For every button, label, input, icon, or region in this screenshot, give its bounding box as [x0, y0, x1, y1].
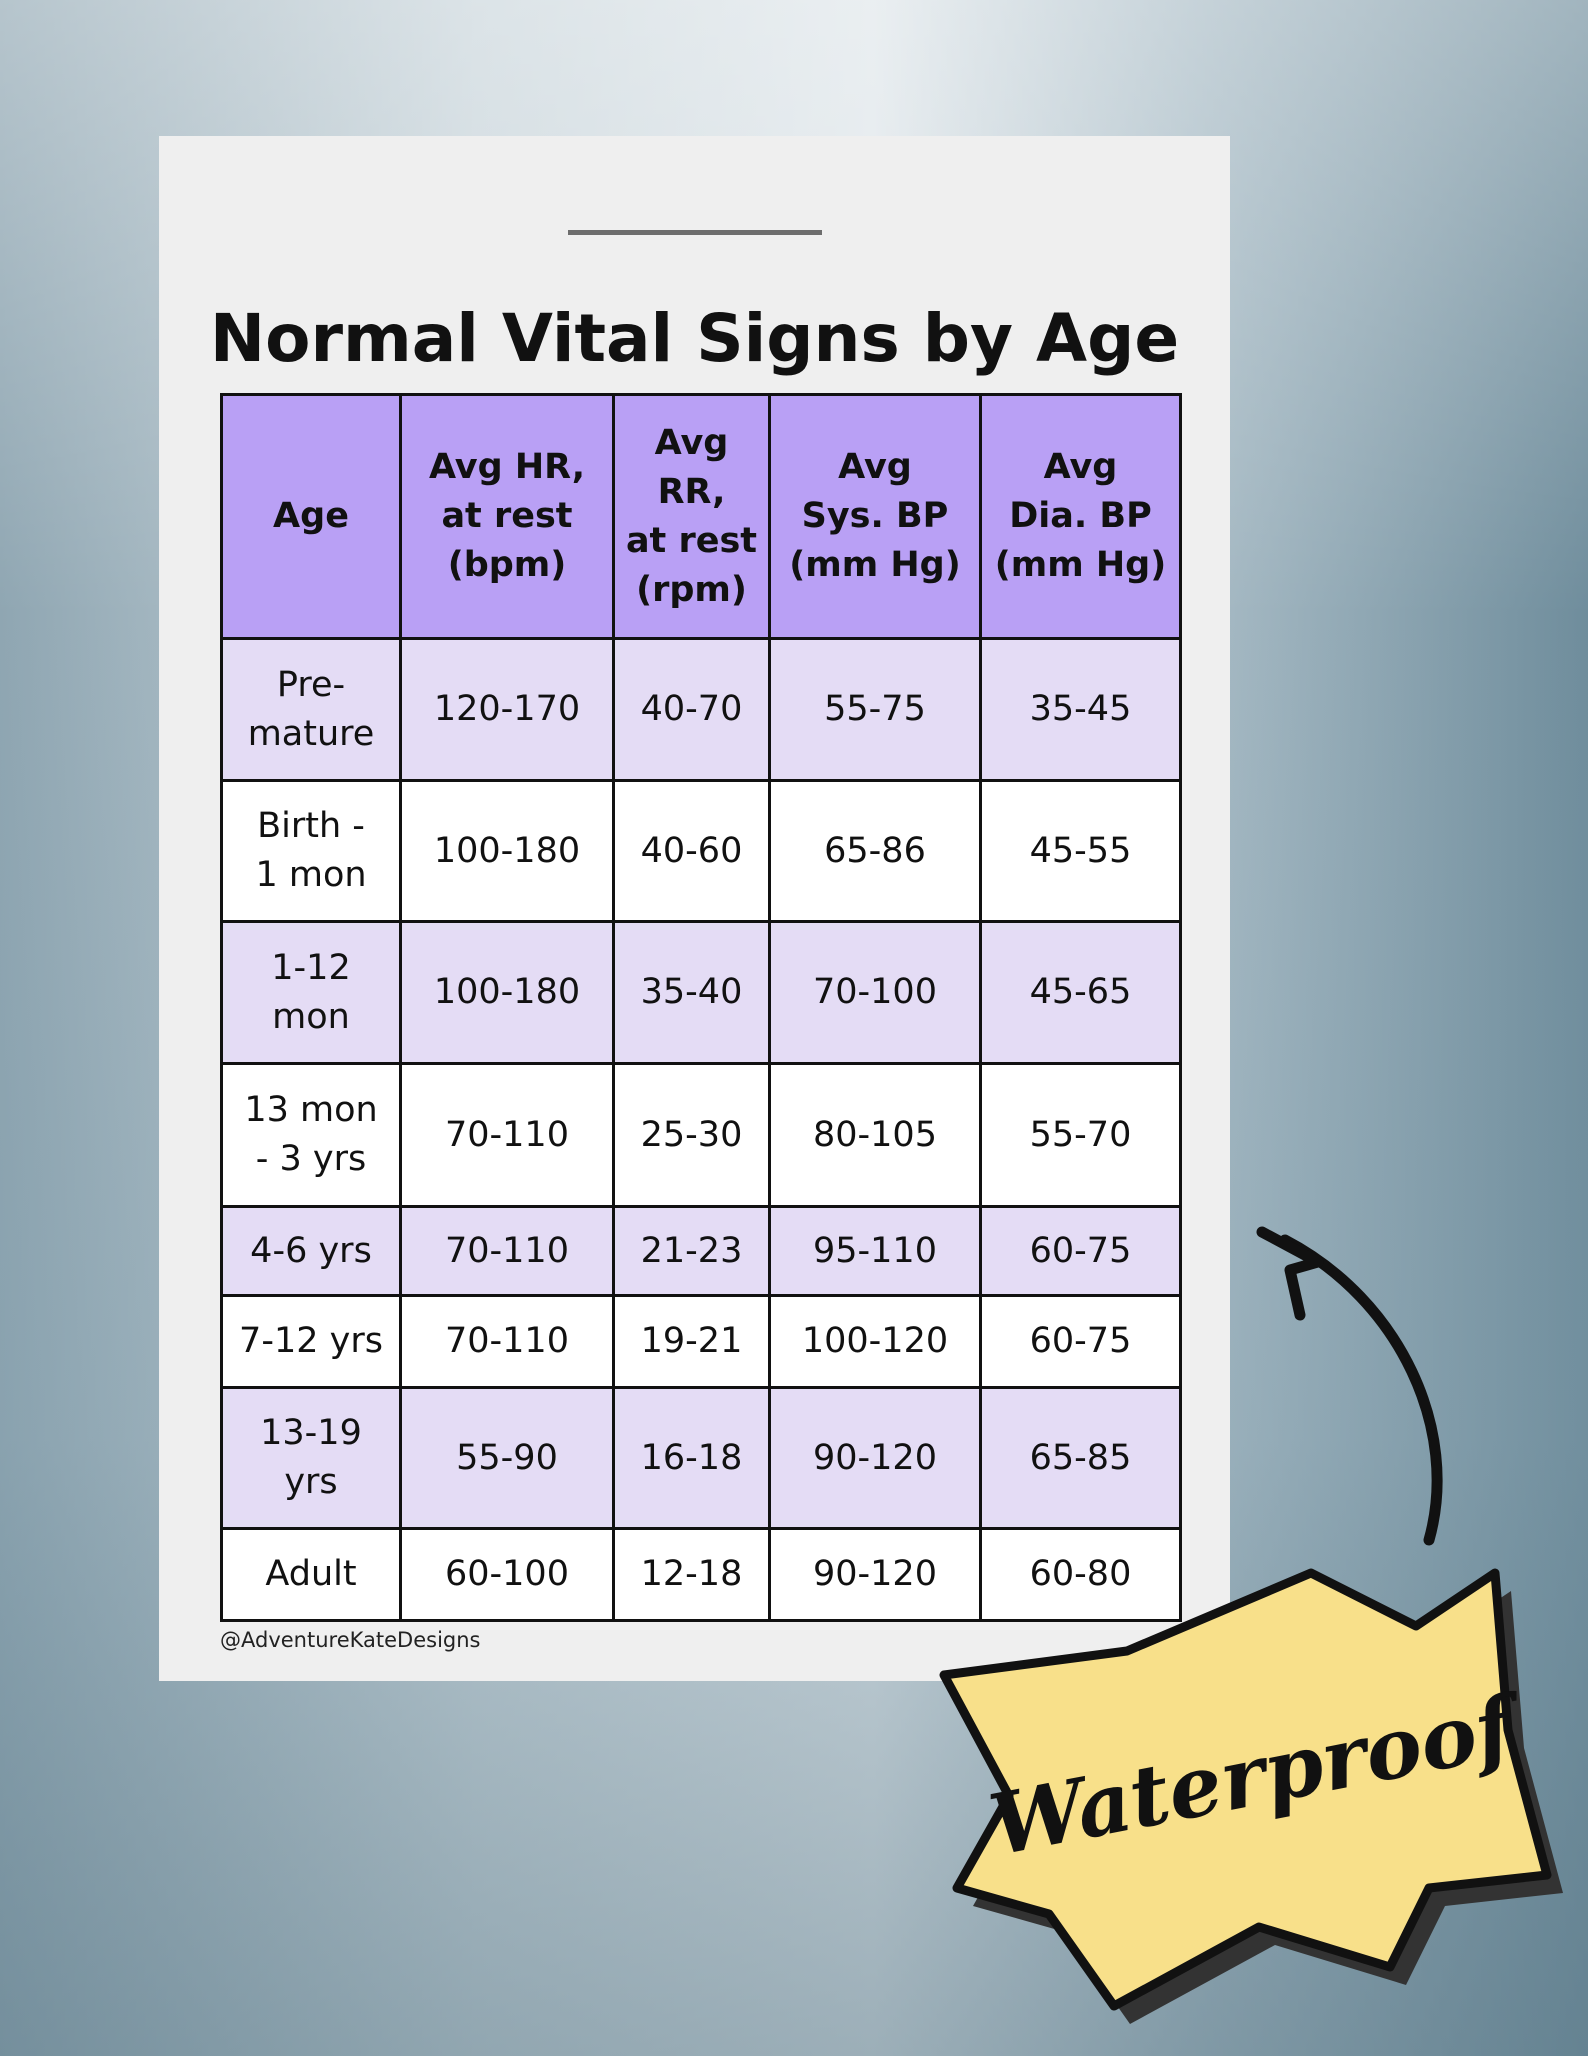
- table-cell: 120-170: [399, 637, 615, 782]
- table-row: 1-12 mon 100-180 35-40 70-100 45-65: [220, 920, 1182, 1065]
- table-cell: 60-100: [399, 1527, 615, 1622]
- table-cell: 12-18: [612, 1527, 771, 1622]
- table-cell: 40-70: [612, 637, 771, 782]
- divider: [568, 230, 822, 235]
- table-row: 4-6 yrs 70-110 21-23 95-110 60-75: [220, 1205, 1182, 1297]
- table-cell: 100-120: [768, 1294, 982, 1389]
- table-cell: 80-105: [768, 1062, 982, 1208]
- table-cell: 60-80: [979, 1527, 1182, 1622]
- table-cell: 90-120: [768, 1386, 982, 1530]
- column-header: Avg RR, at rest (rpm): [612, 393, 771, 640]
- column-header: Avg Sys. BP (mm Hg): [768, 393, 982, 640]
- title: Normal Vital Signs by Age: [209, 300, 1180, 377]
- table-cell: Birth - 1 mon: [220, 779, 402, 923]
- table-cell: 70-100: [768, 920, 982, 1065]
- table-cell: 60-75: [979, 1294, 1182, 1389]
- column-header: Avg Dia. BP (mm Hg): [979, 393, 1182, 640]
- table-cell: 55-90: [399, 1386, 615, 1530]
- table-row: Birth - 1 mon 100-180 40-60 65-86 45-55: [220, 779, 1182, 923]
- table-cell: 7-12 yrs: [220, 1294, 402, 1389]
- table-row: Adult 60-100 12-18 90-120 60-80: [220, 1527, 1182, 1622]
- credit: @AdventureKateDesigns: [220, 1628, 481, 1652]
- arrow: [1279, 1234, 1443, 1546]
- table-cell: 25-30: [612, 1062, 771, 1208]
- table-cell: 65-86: [768, 779, 982, 923]
- table-cell: 16-18: [612, 1386, 771, 1530]
- table-row: 7-12 yrs 70-110 19-21 100-120 60-75: [220, 1294, 1182, 1389]
- table-cell: 19-21: [612, 1294, 771, 1389]
- arrow-head: [1256, 1226, 1324, 1321]
- table-cell: 1-12 mon: [220, 920, 402, 1065]
- table-cell: 40-60: [612, 779, 771, 923]
- table-cell: 35-45: [979, 637, 1182, 782]
- table-cell: Pre- mature: [220, 637, 402, 782]
- table-cell: 100-180: [399, 779, 615, 923]
- table-cell: Adult: [220, 1527, 402, 1622]
- table-cell: 70-110: [399, 1205, 615, 1297]
- table-cell: 35-40: [612, 920, 771, 1065]
- table-cell: 90-120: [768, 1527, 982, 1622]
- badge: [939, 1568, 1552, 2011]
- table-cell: 55-70: [979, 1062, 1182, 1208]
- table-cell: 100-180: [399, 920, 615, 1065]
- table-cell: 13-19 yrs: [220, 1386, 402, 1530]
- table-cell: 13 mon - 3 yrs: [220, 1062, 402, 1208]
- table-cell: 70-110: [399, 1294, 615, 1389]
- table-row: Pre- mature 120-170 40-70 55-75 35-45: [220, 637, 1182, 782]
- table-cell: 45-65: [979, 920, 1182, 1065]
- vitals-table: Age Avg HR, at rest (bpm) Avg RR, at rest …: [220, 393, 1182, 1622]
- table-cell: 55-75: [768, 637, 982, 782]
- column-header: Avg HR, at rest (bpm): [399, 393, 615, 640]
- table-row: 13 mon - 3 yrs 70-110 25-30 80-105 55-70: [220, 1062, 1182, 1208]
- header-row: Age Avg HR, at rest (bpm) Avg RR, at rest …: [220, 393, 1182, 640]
- table-cell: 70-110: [399, 1062, 615, 1208]
- table-cell: 95-110: [768, 1205, 982, 1297]
- table-cell: 21-23: [612, 1205, 771, 1297]
- table-cell: 4-6 yrs: [220, 1205, 402, 1297]
- column-header: Age: [220, 393, 402, 640]
- table-cell: 45-55: [979, 779, 1182, 923]
- table-cell: 65-85: [979, 1386, 1182, 1530]
- table-cell: 60-75: [979, 1205, 1182, 1297]
- table-row: 13-19 yrs 55-90 16-18 90-120 65-85: [220, 1386, 1182, 1530]
